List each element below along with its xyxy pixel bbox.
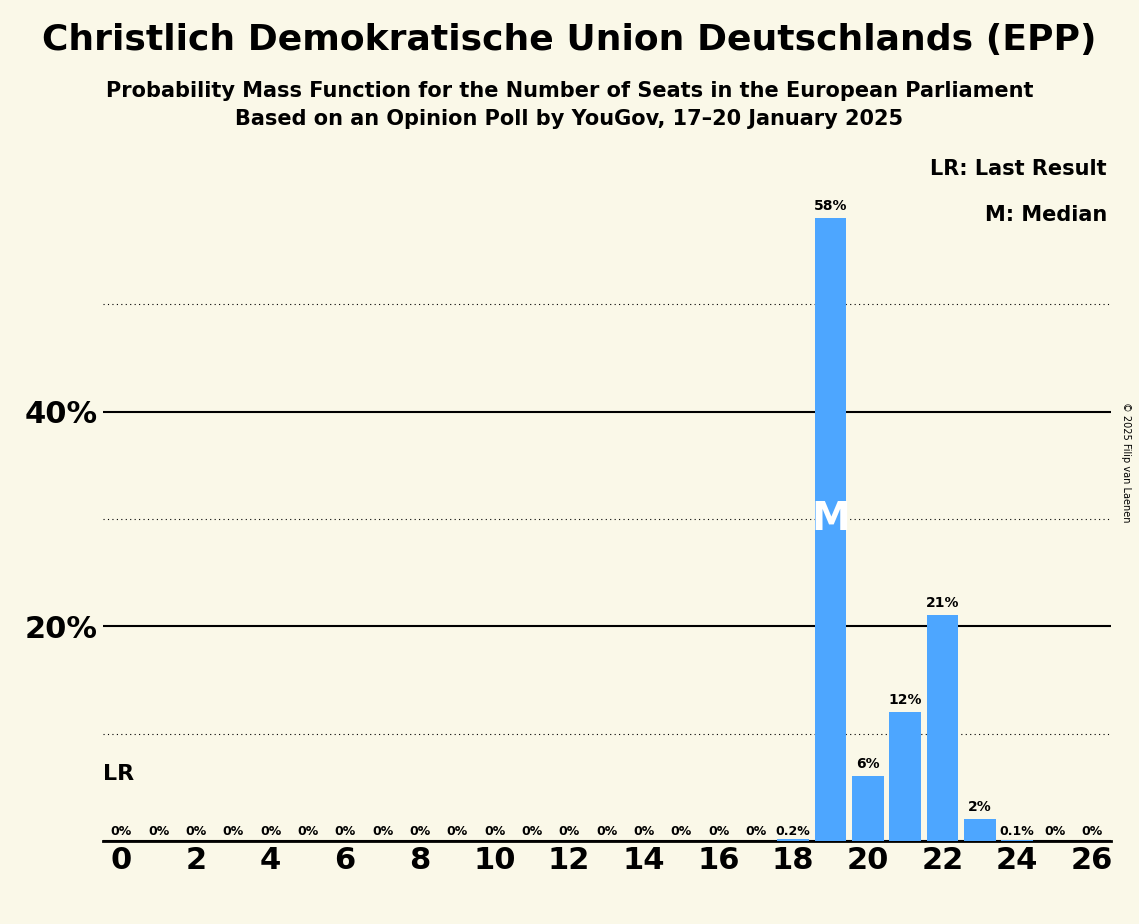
Text: 58%: 58%: [813, 199, 847, 213]
Text: 0%: 0%: [409, 824, 431, 838]
Text: 21%: 21%: [926, 596, 959, 610]
Text: 0%: 0%: [148, 824, 169, 838]
Text: 0%: 0%: [110, 824, 132, 838]
Bar: [852, 776, 884, 841]
Bar: [1001, 840, 1033, 841]
Text: 0%: 0%: [1081, 824, 1103, 838]
Text: 0%: 0%: [222, 824, 244, 838]
Text: 12%: 12%: [888, 693, 921, 707]
Bar: [777, 839, 809, 841]
Text: 0%: 0%: [745, 824, 767, 838]
Text: 0%: 0%: [1044, 824, 1065, 838]
Text: 0%: 0%: [335, 824, 355, 838]
Text: 0%: 0%: [372, 824, 393, 838]
Text: M: Median: M: Median: [984, 205, 1107, 225]
Text: 0%: 0%: [446, 824, 468, 838]
Text: 0%: 0%: [558, 824, 580, 838]
Bar: [890, 712, 921, 841]
Text: 0%: 0%: [297, 824, 319, 838]
Text: Probability Mass Function for the Number of Seats in the European Parliament: Probability Mass Function for the Number…: [106, 81, 1033, 102]
Text: LR: Last Result: LR: Last Result: [931, 159, 1107, 179]
Text: Based on an Opinion Poll by YouGov, 17–20 January 2025: Based on an Opinion Poll by YouGov, 17–2…: [236, 109, 903, 129]
Text: 6%: 6%: [857, 757, 879, 771]
Text: 0.1%: 0.1%: [1000, 824, 1034, 838]
Text: 2%: 2%: [968, 800, 992, 814]
Text: 0.2%: 0.2%: [776, 824, 811, 838]
Text: Christlich Demokratische Union Deutschlands (EPP): Christlich Demokratische Union Deutschla…: [42, 23, 1097, 57]
Text: © 2025 Filip van Laenen: © 2025 Filip van Laenen: [1121, 402, 1131, 522]
Text: 0%: 0%: [522, 824, 542, 838]
Bar: [814, 218, 846, 841]
Text: 0%: 0%: [260, 824, 281, 838]
Text: 0%: 0%: [708, 824, 729, 838]
Text: LR: LR: [103, 764, 133, 784]
Text: 0%: 0%: [186, 824, 206, 838]
Text: 0%: 0%: [596, 824, 617, 838]
Text: 0%: 0%: [484, 824, 505, 838]
Text: 0%: 0%: [633, 824, 655, 838]
Text: M: M: [811, 500, 850, 538]
Text: 0%: 0%: [671, 824, 691, 838]
Bar: [927, 615, 958, 841]
Bar: [964, 820, 995, 841]
